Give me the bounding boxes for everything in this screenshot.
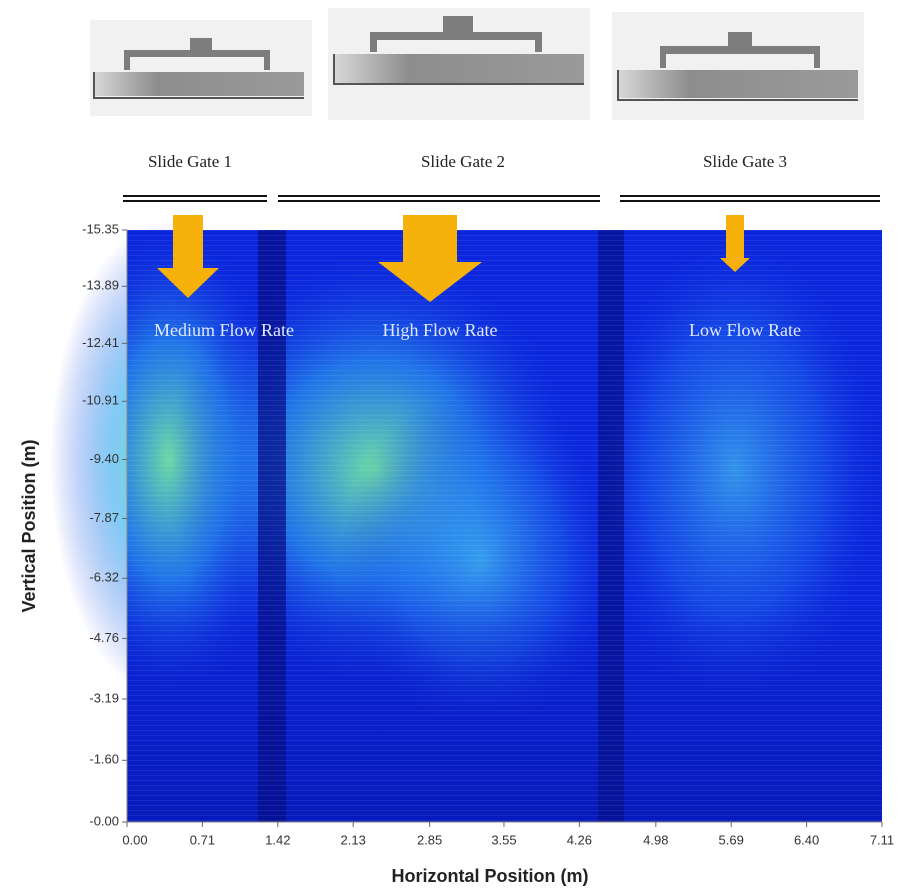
flow-arrow [157,215,219,298]
flow-arrow [378,215,482,302]
x-axis-title: Horizontal Position (m) [392,866,589,886]
y-tick-label: -10.91 [82,393,119,408]
x-tick-label: 0.00 [122,832,147,847]
gate-label: Slide Gate 1 [148,152,232,171]
y-tick-label: -0.00 [89,813,119,828]
y-tick-label: -4.76 [89,630,119,645]
x-tick-label: 3.55 [491,832,516,847]
heatmap [50,220,885,822]
y-tick-label: -6.32 [89,570,119,585]
y-axis-title: Vertical Position (m) [19,439,39,612]
y-tick-label: -15.35 [82,221,119,236]
x-tick-label: 5.69 [719,832,744,847]
y-tick-label: -13.89 [82,278,119,293]
flow-arrow [720,215,750,272]
flow-label: High Flow Rate [383,320,498,340]
gate-label: Slide Gate 3 [703,152,787,171]
x-tick-label: 4.98 [643,832,668,847]
flow-label: Medium Flow Rate [154,320,294,340]
x-tick-label: 0.71 [190,832,215,847]
gate-label: Slide Gate 2 [421,152,505,171]
x-tick-label: 2.85 [417,832,442,847]
x-tick-label: 1.42 [265,832,290,847]
x-tick-label: 4.26 [567,832,592,847]
y-tick-label: -1.60 [89,752,119,767]
y-tick-label: -12.41 [82,335,119,350]
y-tick-label: -9.40 [89,451,119,466]
y-tick-label: -7.87 [89,510,119,525]
gate-images [90,8,864,120]
x-tick-label: 6.40 [794,832,819,847]
x-tick-label: 2.13 [341,832,366,847]
flow-label: Low Flow Rate [689,320,801,340]
y-tick-label: -3.19 [89,690,119,705]
x-tick-label: 7.11 [870,832,894,847]
